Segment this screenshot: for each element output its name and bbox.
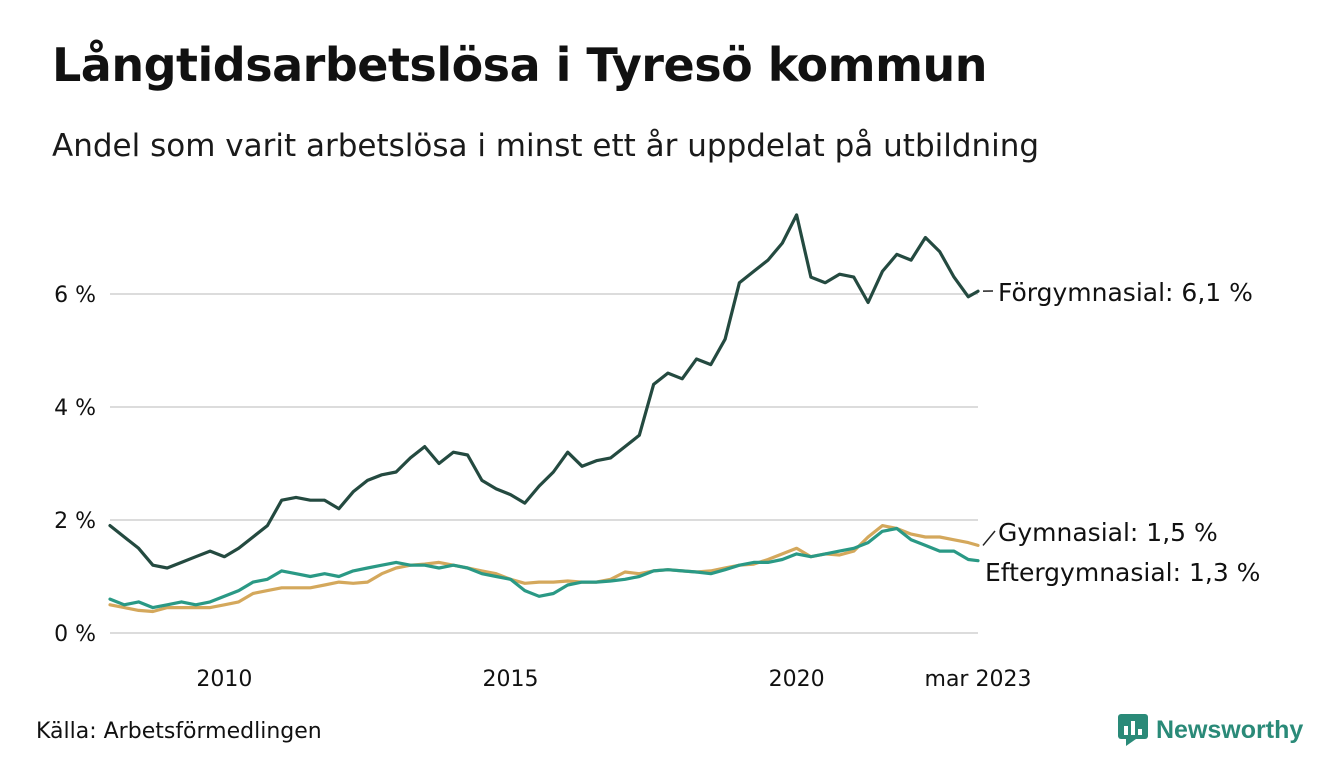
y-tick-label: 2 %	[54, 509, 96, 534]
label-leader-line	[982, 530, 996, 546]
page-subtitle: Andel som varit arbetslösa i minst ett å…	[52, 128, 1040, 164]
grid-layer	[110, 293, 978, 634]
x-tick-label: mar 2023	[925, 667, 1032, 692]
brand-name: Newsworthy	[1156, 715, 1304, 744]
y-tick-label: 0 %	[54, 622, 96, 647]
x-axis-labels: 2010 2015 2020 mar 2023	[196, 667, 1031, 692]
series-end-label: Gymnasial: 1,5 %	[998, 518, 1218, 547]
x-tick-label: 2015	[483, 667, 539, 692]
series-line-eftergymnasial	[108, 526, 980, 610]
series-labels: Förgymnasial: 6,1 % Gymnasial: 1,5 % Efter…	[982, 278, 1260, 587]
series-line-gymnasial	[108, 524, 980, 614]
newsworthy-logo-icon	[1118, 714, 1148, 746]
series-end-label: Eftergymnasial: 1,3 %	[985, 558, 1260, 587]
series-line-förgymnasial	[108, 213, 980, 570]
series-layer	[108, 213, 980, 614]
x-tick-label: 2020	[769, 667, 825, 692]
x-tick-label: 2010	[196, 667, 252, 692]
page-title: Långtidsarbetslösa i Tyresö kommun	[52, 38, 988, 92]
y-tick-label: 6 %	[54, 283, 96, 308]
source-note: Källa: Arbetsförmedlingen	[36, 719, 322, 744]
brand-logo[interactable]: Newsworthy	[1118, 714, 1303, 746]
y-tick-label: 4 %	[54, 396, 96, 421]
y-axis-labels: 0 % 2 % 4 % 6 %	[54, 283, 96, 647]
series-end-label: Förgymnasial: 6,1 %	[998, 278, 1253, 307]
